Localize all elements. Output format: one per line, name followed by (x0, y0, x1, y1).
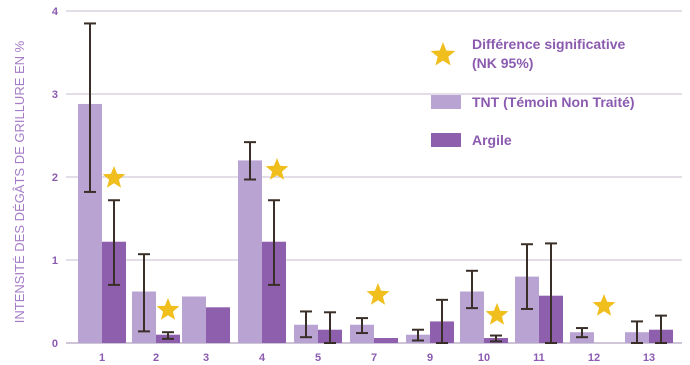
significance-star-icon-2 (156, 298, 180, 320)
errorbar-tnt-2 (138, 253, 150, 333)
significance-star-icon-12 (592, 294, 616, 316)
significance-star-icon-1 (102, 166, 126, 188)
legend: Différence significative (NK 95%) TNT (Tém… (430, 36, 635, 148)
errorbar-argile-2 (162, 331, 174, 340)
legend-label-significant-line-2: (NK 95%) (472, 55, 533, 71)
y-axis-ticks: 0 1 2 3 4 (52, 6, 59, 350)
errorbar-argile-4 (268, 199, 280, 286)
errorbar-tnt-1 (84, 22, 96, 193)
errorbar-argile-11 (545, 242, 557, 344)
y-tick-label-2: 2 (52, 172, 58, 184)
x-tick-label-9: 9 (427, 352, 433, 364)
errorbar-tnt-9 (412, 328, 424, 342)
errorbar-tnt-5 (300, 310, 312, 339)
legend-star-icon (430, 42, 456, 66)
x-tick-label-1: 1 (99, 352, 105, 364)
bar-tnt-3 (182, 296, 206, 343)
errorbar-tnt-12 (576, 327, 588, 339)
y-tick-label-0: 0 (52, 338, 58, 350)
x-tick-label-10: 10 (478, 352, 490, 364)
legend-label-significant-line-1: Différence significative (472, 36, 625, 52)
bar-tnt-4 (238, 160, 262, 343)
x-tick-label-5: 5 (315, 352, 321, 364)
y-tick-label-1: 1 (52, 255, 58, 267)
legend-swatch-tnt (431, 95, 461, 109)
errorbar-tnt-4 (244, 141, 256, 181)
errorbar-tnt-7 (356, 317, 368, 335)
x-tick-label-7: 7 (371, 352, 377, 364)
errorbar-tnt-11 (521, 243, 533, 310)
y-tick-label-3: 3 (52, 89, 58, 101)
errorbar-argile-5 (324, 311, 336, 344)
errorbar-argile-13 (655, 314, 667, 344)
error-bars (84, 22, 667, 344)
errorbar-argile-1 (108, 199, 120, 286)
errorbar-argile-10 (490, 334, 502, 343)
bar-argile-7 (374, 338, 398, 343)
legend-label-tnt: TNT (Témoin Non Traité) (472, 94, 635, 110)
significance-star-icon-4 (265, 158, 289, 180)
significance-star-icon-10 (485, 303, 509, 325)
y-axis-label: INTENSITÉ DES DÉGÂTS DE GRILLURE EN % (12, 40, 27, 323)
legend-swatch-argile (431, 133, 461, 147)
x-tick-label-4: 4 (259, 352, 266, 364)
errorbar-tnt-10 (466, 269, 478, 310)
errorbar-argile-9 (436, 298, 448, 344)
x-tick-label-13: 13 (643, 352, 655, 364)
y-tick-label-4: 4 (52, 6, 59, 18)
significance-star-icon-7 (366, 283, 390, 305)
legend-label-argile: Argile (472, 132, 512, 148)
x-tick-label-3: 3 (203, 352, 209, 364)
bar-argile-3 (206, 307, 230, 343)
significance-stars (102, 158, 616, 325)
x-tick-label-2: 2 (153, 352, 159, 364)
x-axis-category-labels: 1 2 3 4 5 7 9 10 11 12 13 (99, 352, 655, 364)
x-tick-label-11: 11 (533, 352, 545, 364)
errorbar-tnt-13 (631, 320, 643, 344)
x-tick-label-12: 12 (588, 352, 600, 364)
